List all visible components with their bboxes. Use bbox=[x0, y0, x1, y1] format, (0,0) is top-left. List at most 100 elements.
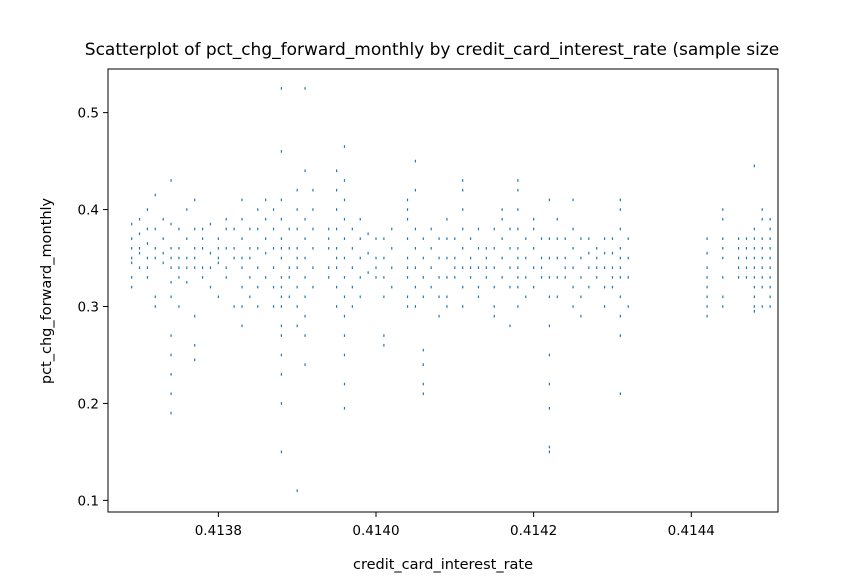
data-point bbox=[548, 353, 551, 357]
data-point bbox=[391, 227, 393, 231]
data-point bbox=[525, 237, 527, 240]
data-point bbox=[548, 276, 551, 279]
data-point bbox=[391, 285, 393, 289]
data-point bbox=[335, 247, 338, 250]
data-point bbox=[414, 305, 417, 308]
x-tick-label: 0.4138 bbox=[195, 523, 242, 539]
data-point bbox=[335, 208, 338, 211]
data-point bbox=[406, 217, 409, 221]
data-point bbox=[170, 411, 172, 415]
data-point bbox=[383, 334, 385, 337]
data-points bbox=[131, 87, 771, 492]
data-point bbox=[296, 285, 298, 289]
data-point bbox=[201, 247, 204, 250]
data-point bbox=[769, 266, 771, 270]
data-point bbox=[194, 358, 196, 362]
data-point bbox=[225, 227, 227, 231]
data-point bbox=[564, 237, 566, 240]
data-point bbox=[280, 217, 283, 221]
data-point bbox=[383, 276, 385, 279]
data-point bbox=[280, 450, 283, 454]
data-point bbox=[485, 256, 487, 260]
data-point bbox=[351, 247, 353, 250]
data-point bbox=[328, 266, 330, 270]
data-point bbox=[343, 217, 346, 221]
data-point bbox=[619, 295, 621, 299]
data-point bbox=[493, 285, 495, 289]
data-point bbox=[406, 208, 409, 211]
data-point bbox=[438, 276, 440, 279]
data-point bbox=[722, 295, 724, 299]
data-point bbox=[304, 169, 306, 173]
data-point bbox=[619, 208, 621, 211]
data-point bbox=[391, 266, 393, 270]
data-point bbox=[430, 247, 432, 250]
y-axis-label: pct_chg_forward_monthly bbox=[39, 197, 55, 384]
data-point bbox=[572, 285, 574, 289]
data-point bbox=[131, 276, 133, 279]
data-point bbox=[438, 256, 440, 260]
x-tick-label: 0.4140 bbox=[352, 523, 399, 539]
data-point bbox=[430, 227, 432, 231]
data-point bbox=[619, 247, 621, 250]
data-point bbox=[596, 256, 598, 260]
data-point bbox=[572, 305, 574, 308]
data-point bbox=[335, 169, 338, 173]
data-point bbox=[769, 276, 771, 279]
data-point bbox=[540, 276, 543, 279]
data-point bbox=[280, 247, 283, 250]
data-point bbox=[753, 285, 755, 289]
data-point bbox=[596, 266, 598, 270]
data-point bbox=[186, 237, 188, 240]
data-point bbox=[588, 251, 590, 255]
data-point bbox=[406, 276, 409, 279]
data-point bbox=[619, 256, 621, 260]
data-point bbox=[745, 266, 748, 270]
data-point bbox=[596, 276, 598, 279]
data-point bbox=[761, 237, 763, 240]
data-point bbox=[422, 392, 424, 396]
data-point bbox=[296, 188, 298, 192]
data-point bbox=[359, 217, 361, 221]
data-point bbox=[509, 266, 511, 270]
data-point bbox=[280, 295, 283, 299]
data-point bbox=[257, 247, 259, 250]
data-point bbox=[422, 256, 424, 260]
y-tick-label: 0.1 bbox=[78, 493, 99, 509]
data-point bbox=[186, 208, 188, 211]
data-point bbox=[517, 179, 519, 182]
data-point bbox=[257, 208, 259, 211]
data-point bbox=[517, 227, 519, 231]
data-point bbox=[769, 227, 771, 231]
data-point bbox=[154, 227, 156, 231]
data-point bbox=[146, 208, 149, 211]
data-point bbox=[217, 256, 219, 260]
data-point bbox=[178, 266, 180, 270]
data-point bbox=[588, 266, 590, 270]
data-point bbox=[414, 227, 417, 231]
data-point bbox=[438, 314, 440, 318]
data-point bbox=[722, 247, 724, 250]
data-point bbox=[603, 237, 606, 240]
data-point bbox=[469, 266, 472, 270]
data-point bbox=[745, 256, 748, 260]
data-point bbox=[761, 266, 763, 270]
data-point bbox=[170, 222, 172, 226]
data-point bbox=[753, 247, 755, 250]
x-axis-ticks: 0.4138 0.4140 0.4142 0.4144 bbox=[195, 512, 715, 539]
data-point bbox=[454, 266, 456, 270]
data-point bbox=[533, 266, 535, 270]
data-point bbox=[761, 247, 763, 250]
data-point bbox=[241, 266, 243, 270]
data-point bbox=[241, 256, 243, 260]
data-point bbox=[170, 266, 172, 270]
data-point bbox=[406, 295, 409, 299]
data-point bbox=[272, 266, 275, 270]
data-point bbox=[603, 266, 606, 270]
data-point bbox=[194, 314, 196, 318]
data-point bbox=[769, 217, 771, 221]
data-point bbox=[769, 285, 771, 289]
data-point bbox=[367, 271, 369, 274]
data-point bbox=[343, 314, 346, 318]
